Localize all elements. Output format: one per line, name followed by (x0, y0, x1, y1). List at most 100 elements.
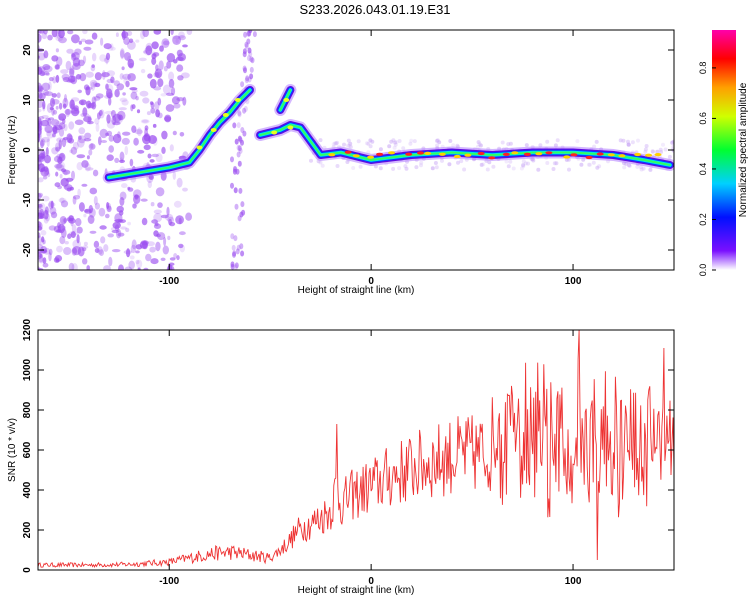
noise-blob (106, 154, 114, 161)
noise-blob (61, 168, 67, 173)
noise-blob (68, 215, 75, 222)
noise-blob (84, 163, 91, 172)
noise-blob (61, 73, 70, 81)
chart-title: S233.2026.043.01.19.E31 (299, 2, 451, 17)
noise-blob (236, 151, 241, 158)
noise-blob (150, 107, 156, 114)
noise-blob (140, 30, 146, 40)
noise-blob (447, 162, 452, 167)
noise-blob (41, 236, 45, 243)
noise-blob (169, 257, 176, 261)
noise-blob (146, 111, 151, 116)
noise-blob (124, 145, 129, 156)
noise-blob (38, 193, 42, 200)
noise-blob (55, 74, 60, 83)
noise-blob (93, 195, 98, 206)
noise-blob (114, 157, 120, 163)
noise-blob (110, 76, 115, 84)
noise-blob (62, 76, 70, 83)
noise-blob (236, 122, 241, 129)
snr-y-tick-label: 600 (22, 441, 33, 458)
colorbar-tick-label: 0.2 (698, 213, 708, 226)
noise-blob (594, 139, 599, 144)
noise-blob (232, 122, 237, 129)
noise-blob (121, 66, 125, 71)
noise-blob (230, 156, 234, 163)
ridge-peak (344, 150, 352, 154)
noise-blob (85, 71, 94, 78)
noise-blob (83, 46, 92, 51)
noise-blob (72, 141, 79, 150)
noise-blob (440, 158, 444, 163)
noise-blob (521, 164, 526, 169)
noise-blob (151, 41, 159, 50)
noise-blob (38, 224, 42, 228)
noise-blob (240, 250, 245, 257)
noise-blob (555, 138, 560, 143)
spectral-ridge (102, 84, 674, 184)
noise-blob (178, 243, 184, 249)
noise-blob (56, 229, 62, 233)
noise-blob (346, 143, 350, 148)
ridge-peak (596, 152, 604, 156)
noise-blob (40, 211, 46, 219)
noise-blob (237, 215, 242, 222)
noise-blob (105, 132, 110, 137)
noise-blob (41, 82, 51, 91)
ridge-peak (477, 151, 485, 156)
spectrogram-y-tick-label: 10 (22, 94, 33, 106)
noise-blob (667, 154, 672, 159)
noise-blob (99, 225, 107, 230)
noise-blob (38, 100, 44, 108)
noise-blob (78, 135, 82, 140)
spectrogram-x-ticks: -100 0 100 (159, 30, 582, 287)
noise-blob (84, 132, 92, 139)
noise-blob (160, 257, 166, 261)
noise-blob (106, 202, 110, 209)
noise-blob (110, 43, 114, 51)
noise-blob (169, 144, 174, 152)
noise-blob (44, 155, 51, 164)
noise-blob (154, 101, 160, 111)
noise-blob (59, 216, 67, 225)
ridge-peak (196, 145, 203, 150)
colorbar-tick-label: 0.8 (698, 62, 708, 75)
noise-blob (92, 169, 99, 177)
noise-blob (140, 240, 149, 246)
noise-blob (55, 105, 59, 110)
noise-blob (38, 205, 41, 211)
noise-blob (55, 171, 59, 177)
noise-blob (118, 107, 127, 111)
snr-y-tick-label: 800 (22, 401, 33, 418)
noise-blob (479, 162, 484, 167)
noise-blob (242, 51, 247, 58)
noise-blob (44, 206, 49, 215)
noise-blob (545, 161, 550, 165)
noise-blob (38, 52, 46, 61)
noise-blob (119, 197, 125, 206)
noise-blob (250, 57, 255, 64)
noise-blob (186, 30, 193, 35)
noise-blob (158, 60, 164, 71)
noise-blob (99, 54, 107, 62)
noise-blob (178, 217, 182, 225)
noise-blob (71, 97, 80, 102)
noise-blob (70, 146, 78, 155)
noise-blob (172, 35, 182, 45)
noise-blob (60, 225, 66, 231)
noise-blob (595, 165, 600, 170)
noise-blob (134, 129, 143, 135)
noise-blob (137, 267, 141, 270)
noise-blob (58, 139, 62, 150)
noise-blob (103, 244, 109, 252)
noise-blob (621, 138, 626, 143)
noise-blob (87, 115, 92, 125)
noise-blob (62, 97, 69, 108)
noise-blob (658, 147, 663, 152)
noise-blob (240, 201, 245, 208)
noise-blob (575, 139, 580, 144)
noise-blob (150, 202, 155, 207)
spectrogram-y-tick-label: 0 (22, 147, 33, 153)
noise-blob (117, 131, 121, 139)
